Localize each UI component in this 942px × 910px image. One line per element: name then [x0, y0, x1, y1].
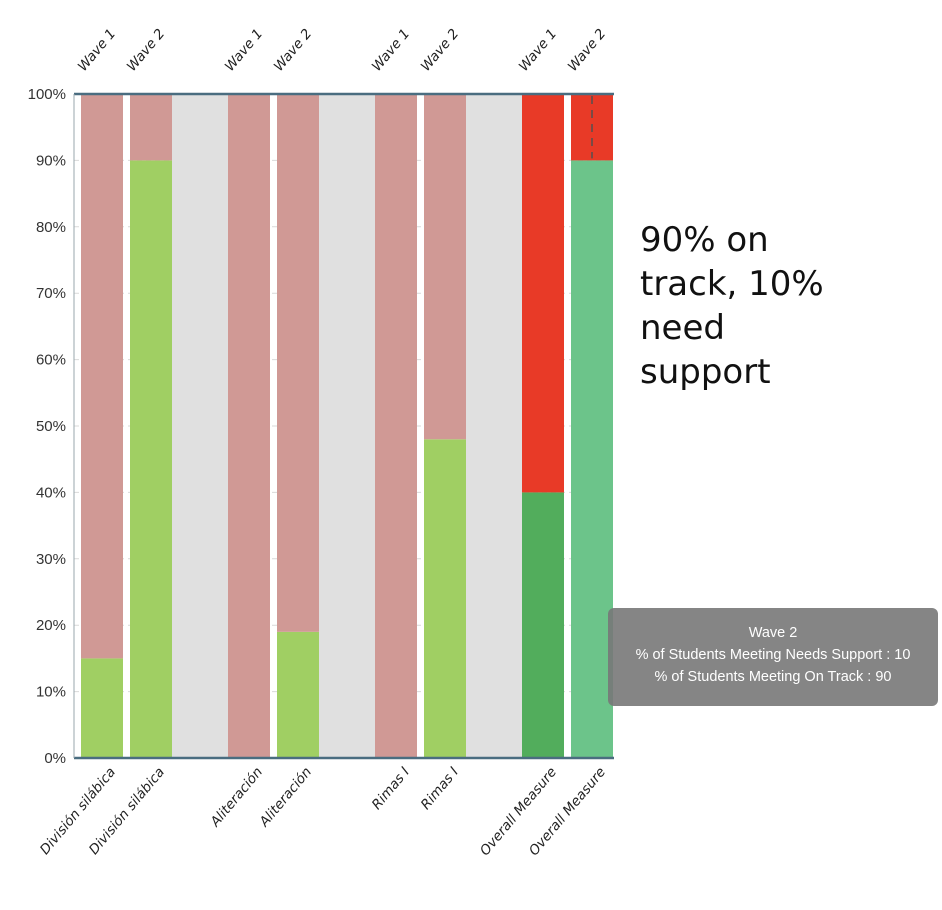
- bar-needs-support: [277, 94, 319, 632]
- bar-on-track: [424, 439, 466, 758]
- wave-label: Wave 2: [124, 26, 168, 75]
- y-tick-label: 60%: [36, 352, 66, 369]
- y-tick-label: 20%: [36, 617, 66, 634]
- wave-labels: Wave 1 Wave 2 Wave 1 Wave 2 Wave 1 Wave 2 Wave…: [75, 26, 609, 75]
- annotation-line: 90% on: [640, 220, 769, 260]
- annotation-text: 90% on track, 10% need support: [640, 218, 900, 394]
- y-tick-label: 70%: [36, 285, 66, 302]
- group-separators: [172, 94, 522, 758]
- bar-needs-support: [522, 94, 564, 493]
- wave-label: Wave 1: [222, 26, 266, 75]
- annotation-line: track, 10%: [640, 264, 824, 304]
- tooltip: Wave 2 % of Students Meeting Needs Suppo…: [608, 608, 938, 706]
- annotation-line: support: [640, 352, 771, 392]
- tooltip-on-track: % of Students Meeting On Track : 90: [654, 669, 892, 685]
- bar-on-track: [130, 160, 172, 758]
- y-tick-label: 10%: [36, 684, 66, 701]
- wave-label: Wave 2: [418, 26, 462, 75]
- bar-on-track: [571, 160, 613, 758]
- bar-needs-support: [130, 94, 172, 161]
- bar-needs-support: [375, 94, 417, 758]
- y-tick-label: 0%: [44, 750, 66, 767]
- y-tick-label: 90%: [36, 152, 66, 169]
- tooltip-needs-support: % of Students Meeting Needs Support : 10: [635, 647, 911, 663]
- bar-needs-support: [424, 94, 466, 440]
- y-tick-label: 50%: [36, 418, 66, 435]
- axes: [73, 92, 614, 760]
- group-separator: [172, 94, 228, 758]
- wave-label: Wave 2: [565, 26, 609, 75]
- group-separator: [466, 94, 522, 758]
- group-separator: [319, 94, 375, 758]
- category-label: Rimas I: [418, 764, 462, 812]
- tooltip-title: Wave 2: [748, 625, 798, 641]
- wave-label: Wave 1: [369, 26, 413, 75]
- bar-needs-support: [81, 94, 123, 659]
- y-tick-label: 80%: [36, 219, 66, 236]
- wave-label: Wave 1: [75, 26, 119, 75]
- y-tick-label: 100%: [28, 86, 66, 103]
- bar-on-track: [277, 631, 319, 758]
- bar-needs-support: [228, 94, 270, 758]
- y-tick-labels: 0% 10% 20% 30% 40% 50% 60% 70% 80% 90% 100%: [28, 86, 66, 767]
- y-tick-label: 40%: [36, 484, 66, 501]
- bars: [81, 94, 613, 758]
- annotation-line: need: [640, 308, 725, 348]
- category-label: Rimas I: [369, 764, 413, 812]
- wave-label: Wave 1: [516, 26, 560, 75]
- wave-label: Wave 2: [271, 26, 315, 75]
- y-tick-label: 30%: [36, 551, 66, 568]
- bar-on-track: [522, 492, 564, 758]
- bar-on-track: [81, 658, 123, 758]
